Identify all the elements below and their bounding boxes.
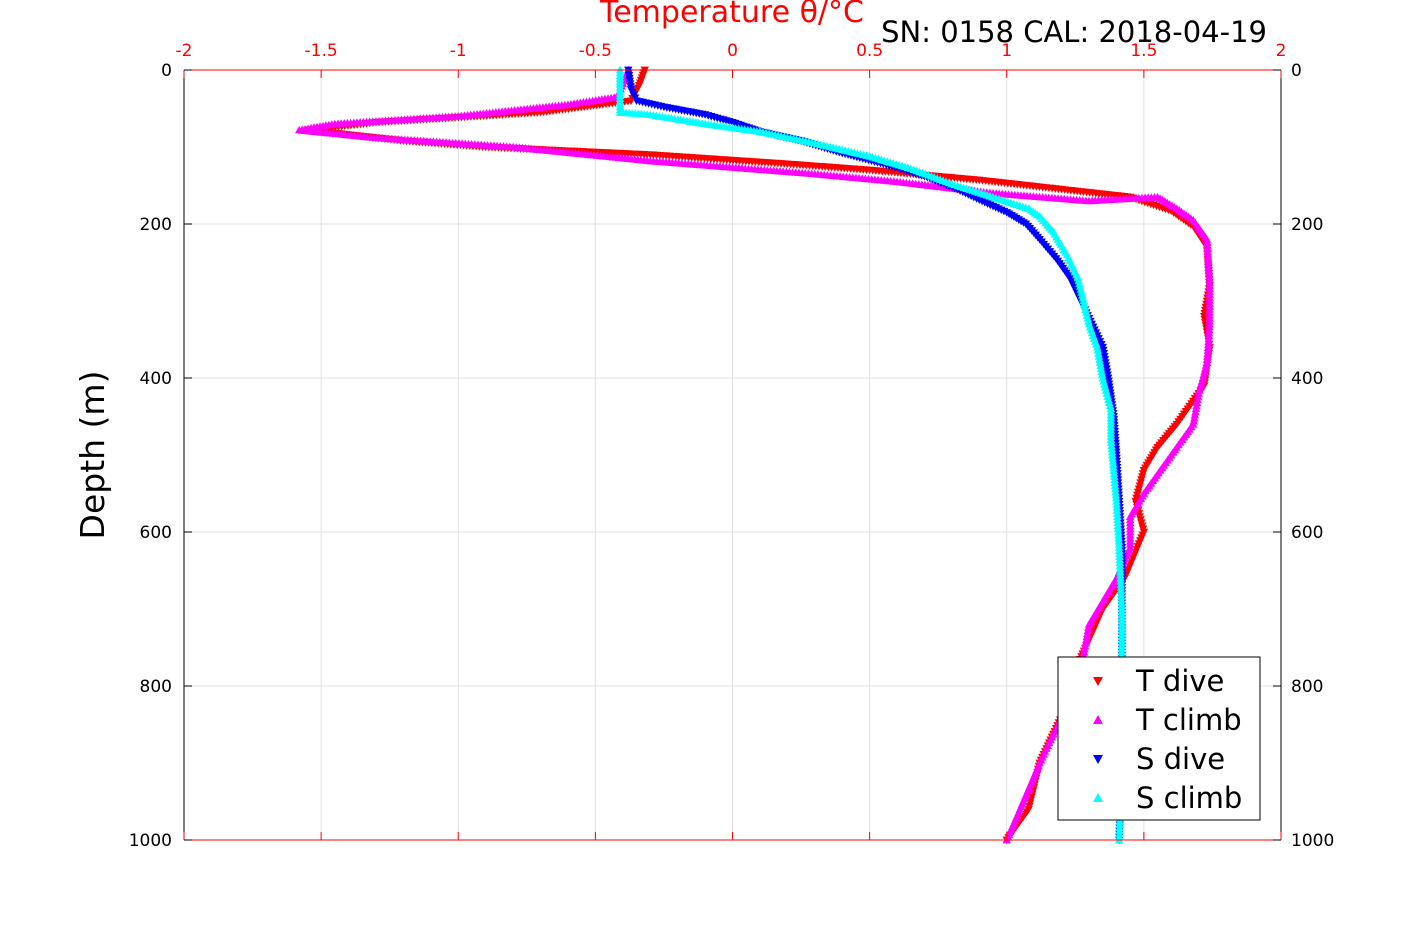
data-point — [1097, 367, 1106, 376]
data-point — [1080, 641, 1090, 650]
data-point — [1081, 638, 1090, 647]
data-point — [1192, 398, 1202, 406]
data-point — [1192, 401, 1201, 410]
x-tick-label: -1.5 — [305, 41, 338, 61]
y-tick-label-right: 800 — [1291, 677, 1323, 697]
data-point — [1084, 620, 1094, 628]
data-point — [1190, 410, 1200, 419]
legend-marker — [1093, 677, 1103, 686]
data-point — [1193, 392, 1203, 400]
data-point — [1097, 370, 1107, 379]
data-point — [1094, 349, 1103, 357]
data-point — [1194, 389, 1203, 397]
x-tick-label: 0 — [727, 41, 738, 61]
data-point — [1083, 629, 1092, 637]
data-point — [1082, 632, 1092, 641]
data-point — [1095, 355, 1104, 363]
legend-marker — [1093, 755, 1103, 764]
y-tick-label-right: 600 — [1291, 523, 1323, 543]
data-point — [1080, 644, 1089, 653]
data-point — [1096, 361, 1105, 370]
legend: T dive T climb S dive S climb — [1057, 656, 1261, 821]
data-point — [1082, 635, 1091, 644]
data-point — [1189, 416, 1198, 425]
data-point — [1093, 343, 1102, 351]
data-point — [1191, 407, 1200, 416]
data-point — [1094, 352, 1104, 360]
data-point — [1193, 395, 1202, 403]
calibration-annotation: SN: 0158 CAL: 2018-04-19 — [881, 15, 1267, 49]
y-tick-label-left: 400 — [140, 369, 172, 389]
legend-items: T dive T climb S dive S climb — [1093, 664, 1242, 815]
x-tick-label: -2 — [176, 41, 193, 61]
x-axis-title: Temperature θ/°C — [599, 0, 864, 30]
y-tick-label-right: 0 — [1291, 61, 1302, 81]
y-tick-label-left: 1000 — [129, 831, 172, 851]
axes — [183, 69, 1282, 841]
data-point — [1096, 364, 1106, 373]
data-point — [1093, 346, 1103, 354]
x-tick-label: 2 — [1276, 41, 1287, 61]
x-tick-label: -0.5 — [579, 41, 612, 61]
y-tick-label-left: 600 — [140, 523, 172, 543]
y-tick-label-right: 200 — [1291, 215, 1323, 235]
legend-marker — [1093, 793, 1103, 802]
data-point — [1190, 413, 1199, 422]
legend-marker — [1093, 715, 1103, 724]
x-tick-label: 0.5 — [856, 41, 883, 61]
legend-label: T dive — [1135, 664, 1224, 698]
legend-label: S climb — [1136, 781, 1242, 815]
y-tick-label-left: 200 — [140, 215, 172, 235]
data-point — [1191, 404, 1201, 413]
legend-label: T climb — [1135, 703, 1242, 737]
legend-box — [1057, 656, 1261, 821]
x-tick-label: 1 — [1001, 41, 1012, 61]
data-point — [1084, 623, 1093, 631]
y-tick-label-left: 800 — [140, 677, 172, 697]
y-axis-title: Depth (m) — [73, 371, 112, 540]
data-point — [1083, 626, 1093, 634]
legend-label: S dive — [1136, 742, 1225, 776]
x-tick-label: -1 — [450, 41, 467, 61]
x-tick-label: 1.5 — [1130, 41, 1157, 61]
y-tick-label-right: 400 — [1291, 369, 1323, 389]
y-tick-label-right: 1000 — [1291, 831, 1334, 851]
y-tick-label-left: 0 — [161, 61, 172, 81]
data-point — [1095, 358, 1105, 366]
data-point — [1079, 647, 1089, 656]
